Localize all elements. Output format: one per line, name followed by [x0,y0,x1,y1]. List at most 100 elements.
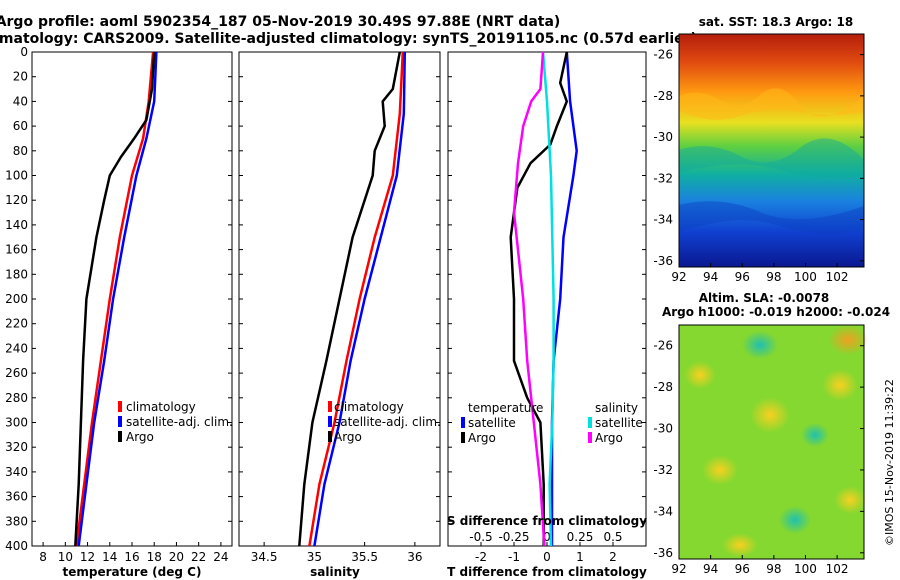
map-y-tick-label: -28 [653,380,673,394]
map-x-tick-label: 92 [671,270,686,284]
sst-map-title: sat. SST: 18.3 Argo: 18 [699,15,853,29]
depth-tick-label: 20 [13,70,28,84]
depth-tick-label: 300 [5,416,28,430]
x-tick-label: 16 [124,550,139,564]
sst-map-ticks: 92 94 96 98 100 102 -26 -28 -30 -32 -34 -36 [653,48,864,284]
depth-tick-label: 260 [5,366,28,380]
sla-blob-1 [742,331,778,359]
s-diff-tick-label: 0 [543,530,551,544]
map-x-tick-label: 92 [671,562,686,576]
watermark: ©IMOS 15-Nov-2019 11:39:22 [883,379,896,546]
s-diff-tick-label: 0.25 [567,530,594,544]
depth-tick-label: 380 [5,514,28,528]
legend-swatch-s-argo [588,432,592,443]
map-x-tick-label: 96 [735,562,750,576]
sla-map-title-1: Altim. SLA: -0.0078 [699,291,830,305]
x-tick-label: 8 [39,550,47,564]
legend-swatch-t-satellite [461,417,465,428]
legend-title-salinity: salinity [595,401,638,415]
map-y-tick-label: -28 [653,89,673,103]
map-y-tick-label: -32 [653,463,673,477]
sla-field [679,325,864,559]
s-diff-tick-label: 0.5 [603,530,622,544]
depth-tick-label: 160 [5,243,28,257]
legend-label-s-argo: Argo [595,431,623,445]
legend-label-satellite-s: satellite-adj. clim. [334,415,441,429]
salinity-lines [298,51,407,547]
x-tick-label: 14 [102,550,117,564]
sla-blob-3 [750,397,790,433]
depth-tick-label: 140 [5,218,28,232]
sla-map-ticks: 92 94 96 98 100 102 -26 -28 -30 -32 -34 -36 [653,339,864,576]
x-tick-label: 24 [213,550,228,564]
depth-tick-label: 0 [20,45,28,59]
sla-blob-4 [684,361,716,389]
depth-tick-label: 320 [5,440,28,454]
legend-label-argo: Argo [126,430,154,444]
x-tick-label: -1 [508,550,520,564]
map-y-tick-label: -36 [653,254,673,268]
legend-title-temperature: temperature [468,401,543,415]
sst-field [679,34,864,267]
x-tick-label: 18 [147,550,162,564]
sla-blob-8 [702,455,738,485]
sst-front-2 [679,138,864,178]
sla-map-title-2: Argo h1000: -0.019 h2000: -0.024 [662,305,890,319]
t-difference-xlabel: T difference from climatology [447,565,647,579]
depth-tick-label: 400 [5,539,28,553]
map-x-tick-label: 100 [794,562,817,576]
sla-frame [678,324,865,560]
depth-tick-label: 100 [5,169,28,183]
map-y-tick-label: -32 [653,171,673,185]
sla-blob-10 [722,533,758,557]
legend-swatch-argo-s [328,431,332,442]
x-tick-label: 10 [58,550,73,564]
difference-lines [509,51,578,547]
legend-swatch-climatology-s [328,401,332,412]
sla-map: Altim. SLA: -0.0078 Argo h1000: -0.019 h… [653,291,890,576]
legend-swatch-climatology [118,401,122,412]
temperature-lines [74,51,158,547]
sst-map: sat. SST: 18.3 Argo: 18 92 94 96 98 100 102 -2… [653,15,865,284]
series-line-argo [74,51,156,547]
salinity-panel: 34.5 35 35.5 36 salinity climatology satell… [238,51,441,579]
map-y-tick-label: -26 [653,339,673,353]
legend-label-argo-s: Argo [334,430,362,444]
t-difference-ticks: -2 -1 0 1 2 [448,51,646,564]
map-y-tick-label: -30 [653,130,673,144]
sst-front-3 [679,201,864,235]
salinity-ticks: 34.5 35 35.5 36 [239,51,440,564]
legend-label-s-satellite: satellite [595,416,643,430]
series-line-satellite-adj-clim- [77,51,158,547]
sla-blob-7 [779,506,811,534]
salinity-xlabel: salinity [310,565,360,579]
depth-tick-label: 40 [13,94,28,108]
x-tick-label: 35.5 [351,550,378,564]
temperature-ticks: 8 10 12 14 16 18 20 22 24 [32,51,232,564]
legend-label-climatology-s: climatology [334,400,404,414]
s-difference-ticks: -0.5 -0.25 0 0.25 0.5 [469,530,622,544]
title-line-2: Climatology: CARS2009. Satellite-adjuste… [0,31,697,47]
series-line-satellite-adj-clim- [313,51,407,547]
legend-swatch-t-argo [461,432,465,443]
legend-swatch-satellite-s [328,416,332,427]
legend-label-climatology: climatology [126,400,196,414]
legend-swatch-s-satellite [588,417,592,428]
x-tick-label: 1 [576,550,584,564]
map-y-tick-label: -34 [653,504,673,518]
depth-tick-label: 180 [5,267,28,281]
depth-tick-label: 120 [5,193,28,207]
sst-front-1 [679,88,864,120]
map-x-tick-label: 102 [826,562,849,576]
map-y-tick-label: -30 [653,422,673,436]
x-tick-label: -2 [475,550,487,564]
depth-tick-label: 240 [5,341,28,355]
sla-blob-5 [822,369,858,401]
x-tick-label: 36 [407,550,422,564]
depth-tick-label: 280 [5,391,28,405]
map-y-tick-label: -26 [653,48,673,62]
series-line-climatology [308,51,405,547]
difference-panel: -2 -1 0 1 2 -0.5 -0.25 0 0.25 0.5 S difference f… [447,51,647,579]
sst-frame [678,33,865,268]
